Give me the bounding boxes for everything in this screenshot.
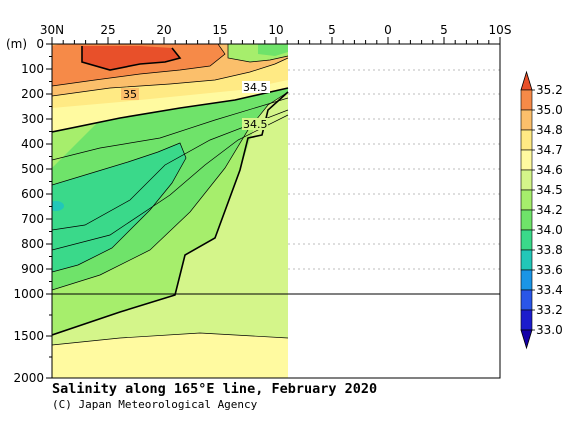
colorbar-segment <box>520 289 533 311</box>
colorbar-segment <box>520 229 533 251</box>
y-tick-label: 300 <box>21 112 44 126</box>
y-tick-label: 500 <box>21 162 44 176</box>
colorbar-segment <box>520 189 533 211</box>
y-axis: 0 100 200 300 400 500 600 700 800 900 1000 1500 2000 <box>13 37 52 385</box>
fill-max-salinity <box>82 46 180 70</box>
contour-34-9 <box>52 44 226 87</box>
colorbar-label: 34.8 <box>536 123 563 137</box>
fill-surface-fresh-2 <box>258 44 288 56</box>
colorbar-segment <box>520 149 533 171</box>
contour-label-34-5-b: 34.5 <box>243 118 268 131</box>
x-tick-label: 30N <box>40 23 64 37</box>
colorbar-segment <box>520 129 533 151</box>
chart-credit: (C) Japan Meteorological Agency <box>52 398 258 411</box>
y-tick-label: 600 <box>21 187 44 201</box>
fill-minimum-core <box>52 143 186 272</box>
colorbar-segment <box>520 309 533 331</box>
colorbar-bottom-arrow <box>520 329 533 350</box>
y-tick-label: 800 <box>21 237 44 251</box>
colorbar-label: 33.2 <box>536 303 563 317</box>
colorbar-label: 35.2 <box>536 83 563 97</box>
x-tick-label: 5 <box>328 23 336 37</box>
contour-label-35: 35 <box>123 88 137 101</box>
colorbar-label: 33.4 <box>536 283 563 297</box>
contour-extra-2 <box>52 109 289 231</box>
colorbar-label: 33.8 <box>536 243 563 257</box>
colorbar-label: 33.6 <box>536 263 563 277</box>
colorbar-segment <box>520 109 533 131</box>
contour-label-group: 35 34.5 34.5 <box>121 81 270 131</box>
colorbar: 35.2 35.0 34.8 34.7 34.6 34.5 34.2 34.0 33.8 33.6… <box>520 70 563 350</box>
contour-34-4 <box>52 91 289 291</box>
colorbar-label: 34.0 <box>536 223 563 237</box>
y-axis-unit: (m) <box>6 37 27 51</box>
colorbar-label: 34.2 <box>536 203 563 217</box>
y-tick-label: 700 <box>21 212 44 226</box>
colorbar-segment <box>520 209 533 231</box>
y-tick-label: 400 <box>21 137 44 151</box>
contour-surface <box>227 44 289 63</box>
x-tick-label: 0 <box>384 23 392 37</box>
x-tick-label: 10S <box>489 23 512 37</box>
y-tick-label: 200 <box>21 87 44 101</box>
x-tick-label: 5 <box>440 23 448 37</box>
contour-extra-1 <box>52 97 289 161</box>
y-tick-label: 900 <box>21 262 44 276</box>
colorbar-segment <box>520 249 533 271</box>
colorbar-label: 33.0 <box>536 323 563 337</box>
y-tick-label: 2000 <box>13 371 44 385</box>
colorbar-segment <box>520 169 533 191</box>
salinity-fill-layer <box>52 44 288 378</box>
contour-35 <box>81 46 182 71</box>
y-tick-label: 0 <box>36 37 44 51</box>
y-tick-label: 1000 <box>13 287 44 301</box>
colorbar-segment <box>520 89 533 111</box>
colorbar-label: 35.0 <box>536 103 563 117</box>
x-tick-label: 25 <box>100 23 115 37</box>
colorbar-label: 34.6 <box>536 163 563 177</box>
fill-deep-fresh <box>52 333 288 378</box>
contour-34-5-upper <box>52 87 289 133</box>
contour-extra-3 <box>52 114 289 251</box>
contour-34-3 <box>52 142 187 273</box>
fill-minimum-spot <box>52 201 64 211</box>
colorbar-label: 34.5 <box>536 183 563 197</box>
x-axis: 30N 25 20 15 10 5 0 5 10S <box>40 23 512 44</box>
x-tick-label: 20 <box>156 23 171 37</box>
chart-title: Salinity along 165°E line, February 2020 <box>52 381 378 397</box>
y-tick-label: 100 <box>21 62 44 76</box>
contour-34-6 <box>52 332 289 346</box>
contour-label-34-5-a: 34.5 <box>243 81 268 94</box>
colorbar-segment <box>520 269 533 291</box>
y-tick-label: 1500 <box>13 329 44 343</box>
x-tick-label: 15 <box>212 23 227 37</box>
contour-34-8 <box>52 57 289 97</box>
colorbar-top-arrow <box>520 70 533 91</box>
colorbar-label: 34.7 <box>536 143 563 157</box>
depth-gridlines <box>288 69 500 270</box>
x-tick-label: 10 <box>268 23 283 37</box>
